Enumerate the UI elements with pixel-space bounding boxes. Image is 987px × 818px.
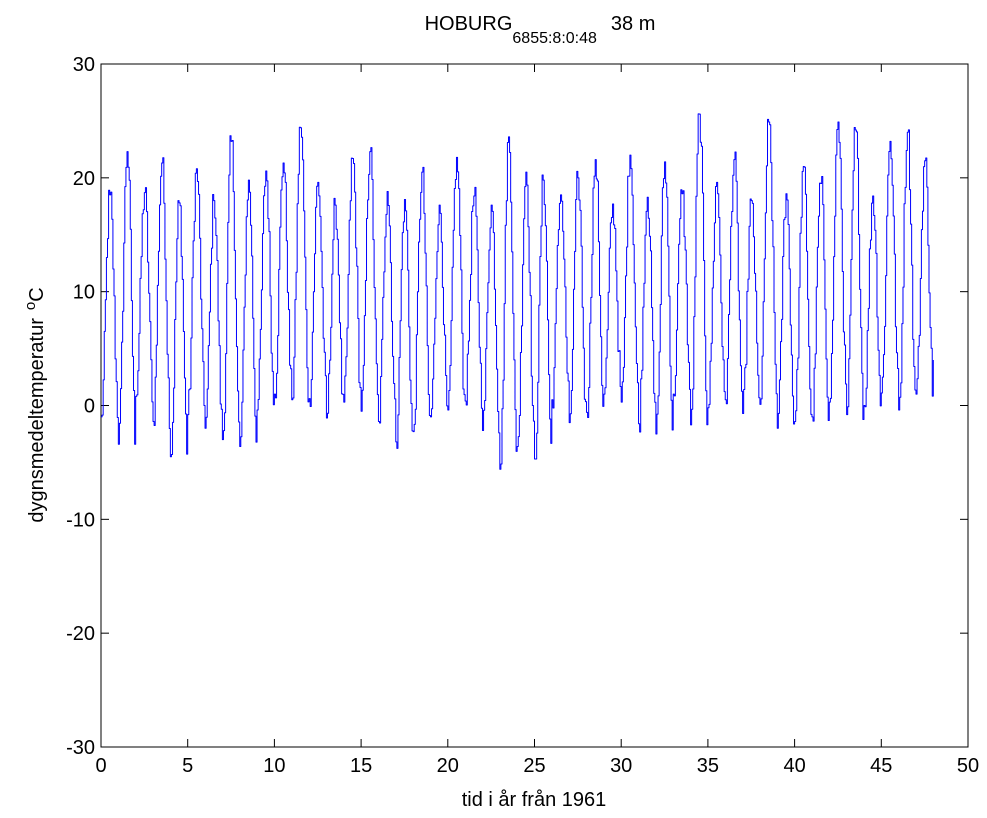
y-axis: -30 -20 -10 0 10 20 30 — [66, 54, 968, 759]
y-tick-label: 10 — [73, 282, 95, 304]
plot-area — [100, 63, 969, 748]
x-tick-label: 20 — [437, 755, 459, 777]
y-tick-label: 30 — [73, 54, 95, 76]
temperature-series-line — [101, 113, 934, 470]
y-tick-label: 20 — [73, 168, 95, 190]
x-axis: 0 5 10 15 20 25 30 35 40 45 50 — [95, 64, 979, 777]
x-tick-label: 0 — [95, 755, 106, 777]
y-tick-label: -10 — [66, 509, 95, 531]
y-axis-label-text: dygnsmedeltemperatur — [26, 318, 48, 523]
y-tick-label: -30 — [66, 737, 95, 759]
y-axis-label-superscript: o — [22, 302, 39, 310]
x-tick-label: 5 — [182, 755, 193, 777]
chart-title: HOBURG6855:8:0:48 38 m — [425, 13, 656, 47]
x-tick-label: 35 — [697, 755, 719, 777]
y-tick-label: 0 — [84, 396, 95, 418]
x-tick-label: 50 — [957, 755, 979, 777]
y-axis-label-unit: C — [26, 287, 48, 301]
y-axis-label: dygnsmedeltemperatur oC — [22, 287, 48, 522]
x-tick-label: 40 — [783, 755, 805, 777]
x-tick-label: 10 — [263, 755, 285, 777]
chart-title-subscript: 6855:8:0:48 — [512, 30, 597, 47]
chart-title-main: HOBURG — [425, 13, 513, 35]
x-tick-label: 30 — [610, 755, 632, 777]
x-tick-label: 25 — [523, 755, 545, 777]
x-tick-label: 45 — [870, 755, 892, 777]
chart-title-suffix: 38 m — [611, 13, 655, 35]
y-tick-label: -20 — [66, 623, 95, 645]
x-axis-label: tid i år från 1961 — [462, 789, 607, 811]
x-tick-label: 15 — [350, 755, 372, 777]
